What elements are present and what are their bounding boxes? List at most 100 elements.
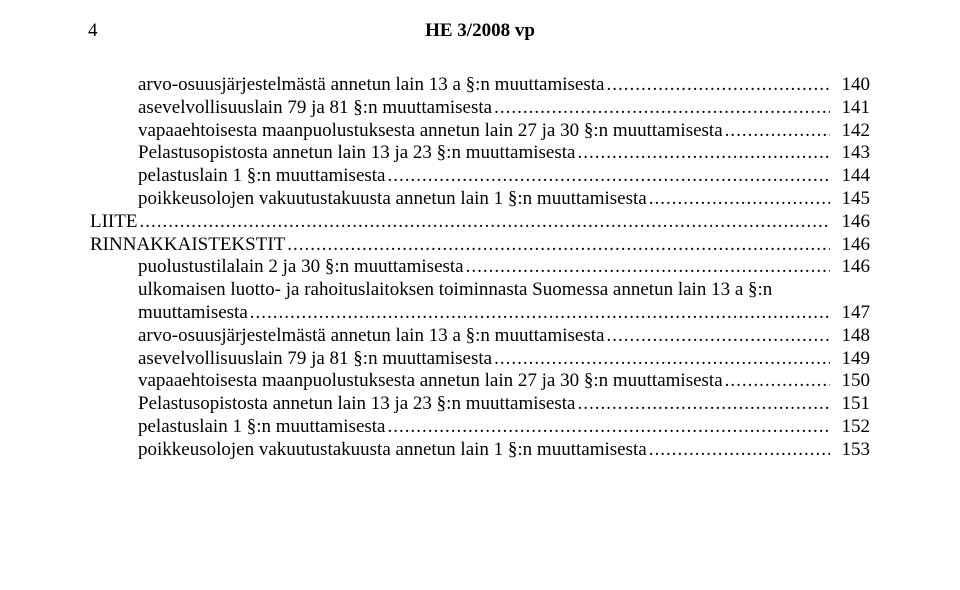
toc-entry-text: asevelvollisuuslain 79 ja 81 §:n muuttam…	[90, 348, 870, 371]
toc-entry-text: poikkeusolojen vakuutustakuusta annetun …	[90, 439, 870, 462]
toc-entry-last-line: arvo-osuusjärjestelmästä annetun lain 13…	[138, 325, 870, 348]
toc-entry-text: vapaaehtoisesta maanpuolustuksesta annet…	[90, 370, 870, 393]
toc-entry-label: arvo-osuusjärjestelmästä annetun lain 13…	[138, 74, 604, 97]
toc-entry-last-line: poikkeusolojen vakuutustakuusta annetun …	[138, 439, 870, 462]
toc-leader-dots: ........................................…	[647, 439, 830, 462]
toc-entry: poikkeusolojen vakuutustakuusta annetun …	[90, 188, 870, 211]
toc-entry-text: vapaaehtoisesta maanpuolustuksesta annet…	[90, 120, 870, 143]
toc-entry-page: 144	[830, 165, 870, 188]
toc-entry-last-line: muuttamisesta...........................…	[138, 302, 870, 325]
toc-entry-label: Pelastusopistosta annetun lain 13 ja 23 …	[138, 393, 575, 416]
toc-entry-last-line: vapaaehtoisesta maanpuolustuksesta annet…	[138, 120, 870, 143]
toc-entry: ulkomaisen luotto- ja rahoituslaitoksen …	[90, 279, 870, 325]
toc-leader-dots: ........................................…	[492, 348, 830, 371]
toc-entry-text: Pelastusopistosta annetun lain 13 ja 23 …	[90, 142, 870, 165]
table-of-contents: arvo-osuusjärjestelmästä annetun lain 13…	[90, 74, 870, 462]
toc-leader-dots: ........................................…	[575, 142, 830, 165]
toc-entry-last-line: puolustustilalain 2 ja 30 §:n muuttamise…	[138, 256, 870, 279]
document-page: 4 HE 3/2008 vp arvo-osuusjärjestelmästä …	[0, 0, 960, 590]
toc-entry-text: arvo-osuusjärjestelmästä annetun lain 13…	[90, 74, 870, 97]
toc-entry-page: 152	[830, 416, 870, 439]
toc-entry-page: 140	[830, 74, 870, 97]
toc-entry: arvo-osuusjärjestelmästä annetun lain 13…	[90, 325, 870, 348]
toc-leader-dots: ........................................…	[723, 120, 830, 143]
toc-entry-last-line: pelastuslain 1 §:n muuttamisesta........…	[138, 165, 870, 188]
toc-entry-last-line: RINNAKKAISTEKSTIT.......................…	[90, 234, 870, 257]
toc-entry-text: puolustustilalain 2 ja 30 §:n muuttamise…	[90, 256, 870, 279]
toc-leader-dots: ........................................…	[464, 256, 830, 279]
toc-entry-label: LIITE	[90, 211, 137, 234]
toc-entry-page: 142	[830, 120, 870, 143]
toc-entry: poikkeusolojen vakuutustakuusta annetun …	[90, 439, 870, 462]
toc-entry-text: poikkeusolojen vakuutustakuusta annetun …	[90, 188, 870, 211]
toc-entry: RINNAKKAISTEKSTIT.......................…	[90, 234, 870, 257]
toc-entry-text: arvo-osuusjärjestelmästä annetun lain 13…	[90, 325, 870, 348]
toc-entry-page: 145	[830, 188, 870, 211]
toc-entry-last-line: arvo-osuusjärjestelmästä annetun lain 13…	[138, 74, 870, 97]
toc-entry: pelastuslain 1 §:n muuttamisesta........…	[90, 165, 870, 188]
toc-entry-last-line: Pelastusopistosta annetun lain 13 ja 23 …	[138, 142, 870, 165]
toc-entry-label: arvo-osuusjärjestelmästä annetun lain 13…	[138, 325, 604, 348]
toc-entry-label: asevelvollisuuslain 79 ja 81 §:n muuttam…	[138, 97, 492, 120]
toc-entry-text: ulkomaisen luotto- ja rahoituslaitoksen …	[90, 279, 870, 325]
toc-leader-dots: ........................................…	[137, 211, 830, 234]
toc-entry: Pelastusopistosta annetun lain 13 ja 23 …	[90, 393, 870, 416]
toc-entry-label: puolustustilalain 2 ja 30 §:n muuttamise…	[138, 256, 464, 279]
toc-entry-last-line: poikkeusolojen vakuutustakuusta annetun …	[138, 188, 870, 211]
toc-entry-label: poikkeusolojen vakuutustakuusta annetun …	[138, 439, 647, 462]
toc-leader-dots: ........................................…	[723, 370, 830, 393]
toc-entry-page: 153	[830, 439, 870, 462]
toc-entry: vapaaehtoisesta maanpuolustuksesta annet…	[90, 120, 870, 143]
document-header: HE 3/2008 vp	[0, 20, 960, 42]
toc-entry-page: 143	[830, 142, 870, 165]
toc-entry-last-line: pelastuslain 1 §:n muuttamisesta........…	[138, 416, 870, 439]
toc-entry-page: 149	[830, 348, 870, 371]
toc-leader-dots: ........................................…	[604, 74, 830, 97]
toc-entry-last-line: vapaaehtoisesta maanpuolustuksesta annet…	[138, 370, 870, 393]
toc-leader-dots: ........................................…	[492, 97, 830, 120]
toc-leader-dots: ........................................…	[386, 416, 831, 439]
toc-leader-dots: ........................................…	[604, 325, 830, 348]
toc-entry: pelastuslain 1 §:n muuttamisesta........…	[90, 416, 870, 439]
toc-leader-dots: ........................................…	[386, 165, 831, 188]
toc-entry-text: Pelastusopistosta annetun lain 13 ja 23 …	[90, 393, 870, 416]
toc-entry-page: 146	[830, 211, 870, 234]
toc-entry-line: ulkomaisen luotto- ja rahoituslaitoksen …	[138, 279, 870, 302]
toc-entry: asevelvollisuuslain 79 ja 81 §:n muuttam…	[90, 97, 870, 120]
toc-entry: arvo-osuusjärjestelmästä annetun lain 13…	[90, 74, 870, 97]
toc-entry-last-line: asevelvollisuuslain 79 ja 81 §:n muuttam…	[138, 97, 870, 120]
toc-entry-label: vapaaehtoisesta maanpuolustuksesta annet…	[138, 370, 723, 393]
toc-leader-dots: ........................................…	[285, 234, 830, 257]
toc-entry-page: 151	[830, 393, 870, 416]
toc-entry-label: asevelvollisuuslain 79 ja 81 §:n muuttam…	[138, 348, 492, 371]
toc-entry-text: RINNAKKAISTEKSTIT.......................…	[90, 234, 870, 257]
toc-entry-label: RINNAKKAISTEKSTIT	[90, 234, 285, 257]
toc-entry: puolustustilalain 2 ja 30 §:n muuttamise…	[90, 256, 870, 279]
toc-entry: asevelvollisuuslain 79 ja 81 §:n muuttam…	[90, 348, 870, 371]
toc-entry-page: 141	[830, 97, 870, 120]
toc-entry-text: asevelvollisuuslain 79 ja 81 §:n muuttam…	[90, 97, 870, 120]
toc-entry-label: poikkeusolojen vakuutustakuusta annetun …	[138, 188, 647, 211]
toc-entry-last-line: LIITE...................................…	[90, 211, 870, 234]
toc-entry-label: vapaaehtoisesta maanpuolustuksesta annet…	[138, 120, 723, 143]
toc-entry-text: LIITE...................................…	[90, 211, 870, 234]
toc-entry: LIITE...................................…	[90, 211, 870, 234]
toc-entry-last-line: asevelvollisuuslain 79 ja 81 §:n muuttam…	[138, 348, 870, 371]
toc-entry: Pelastusopistosta annetun lain 13 ja 23 …	[90, 142, 870, 165]
toc-entry: vapaaehtoisesta maanpuolustuksesta annet…	[90, 370, 870, 393]
toc-leader-dots: ........................................…	[575, 393, 830, 416]
toc-entry-last-line: Pelastusopistosta annetun lain 13 ja 23 …	[138, 393, 870, 416]
toc-entry-page: 146	[830, 256, 870, 279]
toc-entry-label: pelastuslain 1 §:n muuttamisesta	[138, 165, 386, 188]
toc-entry-label: muuttamisesta	[138, 302, 248, 325]
toc-entry-text: pelastuslain 1 §:n muuttamisesta........…	[90, 416, 870, 439]
toc-leader-dots: ........................................…	[647, 188, 830, 211]
toc-entry-text: pelastuslain 1 §:n muuttamisesta........…	[90, 165, 870, 188]
toc-leader-dots: ........................................…	[248, 302, 830, 325]
toc-entry-page: 146	[830, 234, 870, 257]
toc-entry-page: 148	[830, 325, 870, 348]
toc-entry-label: Pelastusopistosta annetun lain 13 ja 23 …	[138, 142, 575, 165]
toc-entry-page: 150	[830, 370, 870, 393]
toc-entry-page: 147	[830, 302, 870, 325]
toc-entry-label: pelastuslain 1 §:n muuttamisesta	[138, 416, 386, 439]
